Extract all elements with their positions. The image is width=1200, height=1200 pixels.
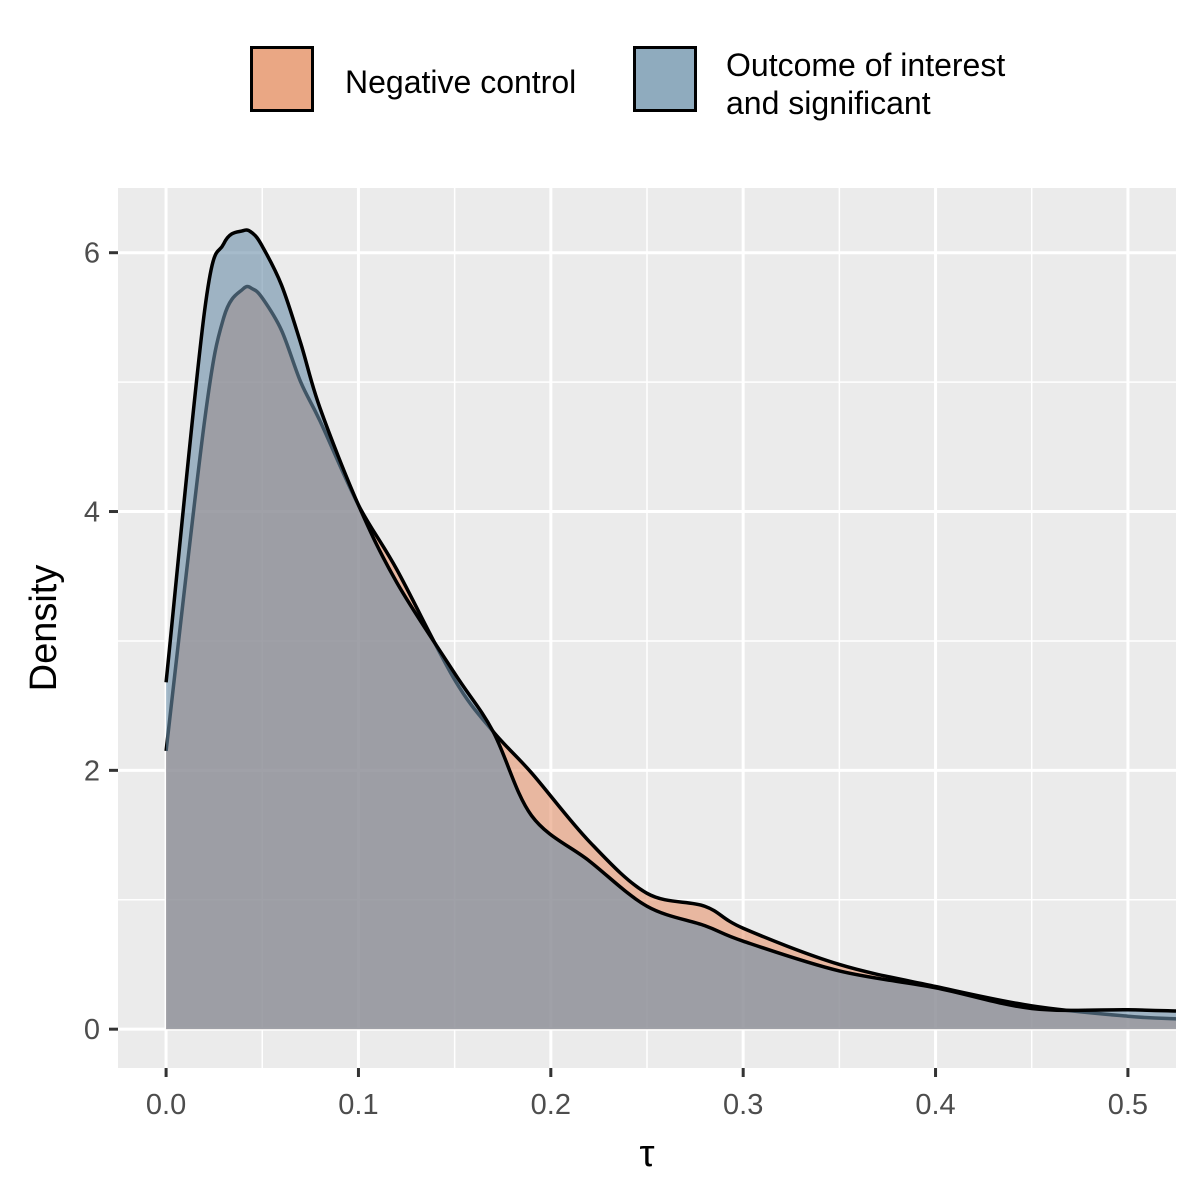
x-tick-label: 0.0 bbox=[146, 1089, 186, 1121]
legend-label-outcome: Outcome of interest and significant bbox=[726, 47, 1006, 121]
y-tick-label: 4 bbox=[84, 497, 100, 529]
y-tick-label: 2 bbox=[84, 755, 100, 787]
x-axis-title: τ bbox=[639, 1133, 654, 1175]
y-tick-label: 0 bbox=[84, 1014, 100, 1046]
legend-swatch-outcome bbox=[633, 46, 697, 112]
density-line-1 bbox=[164, 228, 1176, 1013]
density-area-1 bbox=[166, 230, 1176, 1030]
x-tick-label: 0.4 bbox=[915, 1089, 955, 1121]
density-areas bbox=[164, 228, 1176, 1030]
legend-swatch-negative-control bbox=[250, 46, 314, 112]
series-1 bbox=[164, 228, 1176, 1030]
x-tick-label: 0.2 bbox=[531, 1089, 571, 1121]
legend-label-negative-control: Negative control bbox=[345, 64, 577, 100]
y-tick-label: 6 bbox=[84, 238, 100, 270]
axes: 0.0 0.1 0.2 0.3 0.4 0.5 0 2 4 6 bbox=[84, 238, 1148, 1121]
x-tick-label: 0.5 bbox=[1108, 1089, 1148, 1121]
x-tick-label: 0.3 bbox=[723, 1089, 763, 1121]
x-tick-label: 0.1 bbox=[338, 1089, 378, 1121]
y-axis-title: Density bbox=[23, 565, 65, 692]
